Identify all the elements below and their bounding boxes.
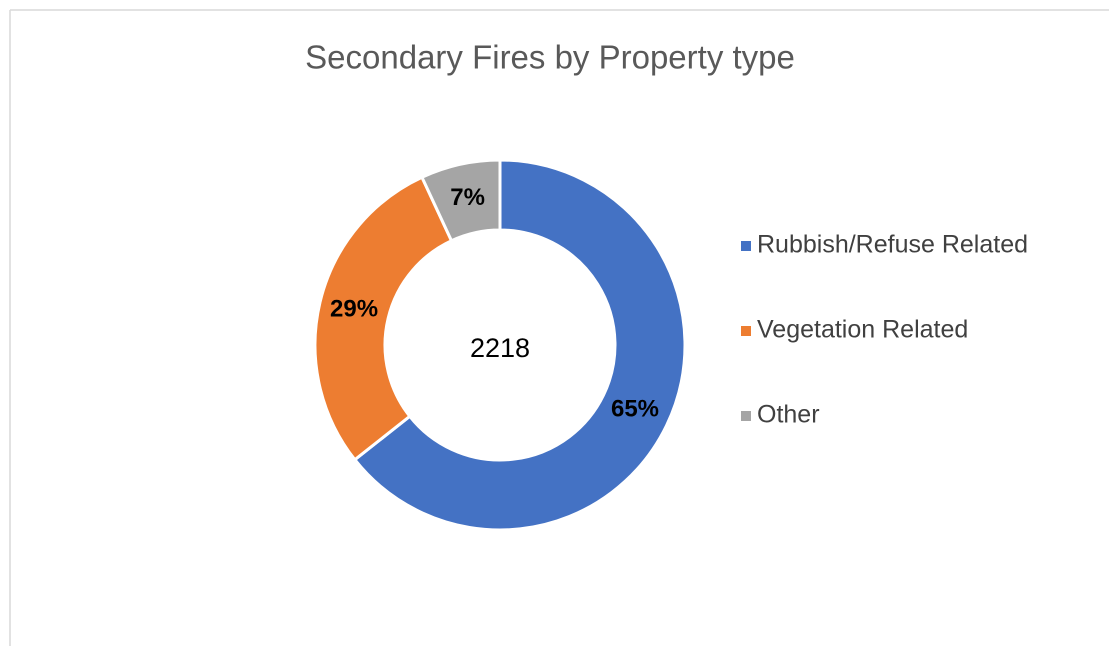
donut-slice	[419, 158, 502, 243]
center-total: 2218	[470, 333, 530, 363]
donut-slice	[313, 175, 454, 462]
donut-slice	[352, 158, 687, 532]
data-label: 29%	[330, 296, 378, 323]
legend-label: Other	[757, 401, 820, 429]
legend-label: Vegetation Related	[757, 316, 968, 344]
data-label: 65%	[611, 396, 659, 423]
legend-swatch	[741, 411, 751, 421]
legend-swatch	[741, 326, 751, 336]
data-label: 7%	[450, 184, 485, 211]
legend-label: Rubbish/Refuse Related	[757, 231, 1028, 259]
legend-swatch	[741, 241, 751, 251]
chart-title: Secondary Fires by Property type	[305, 39, 795, 76]
